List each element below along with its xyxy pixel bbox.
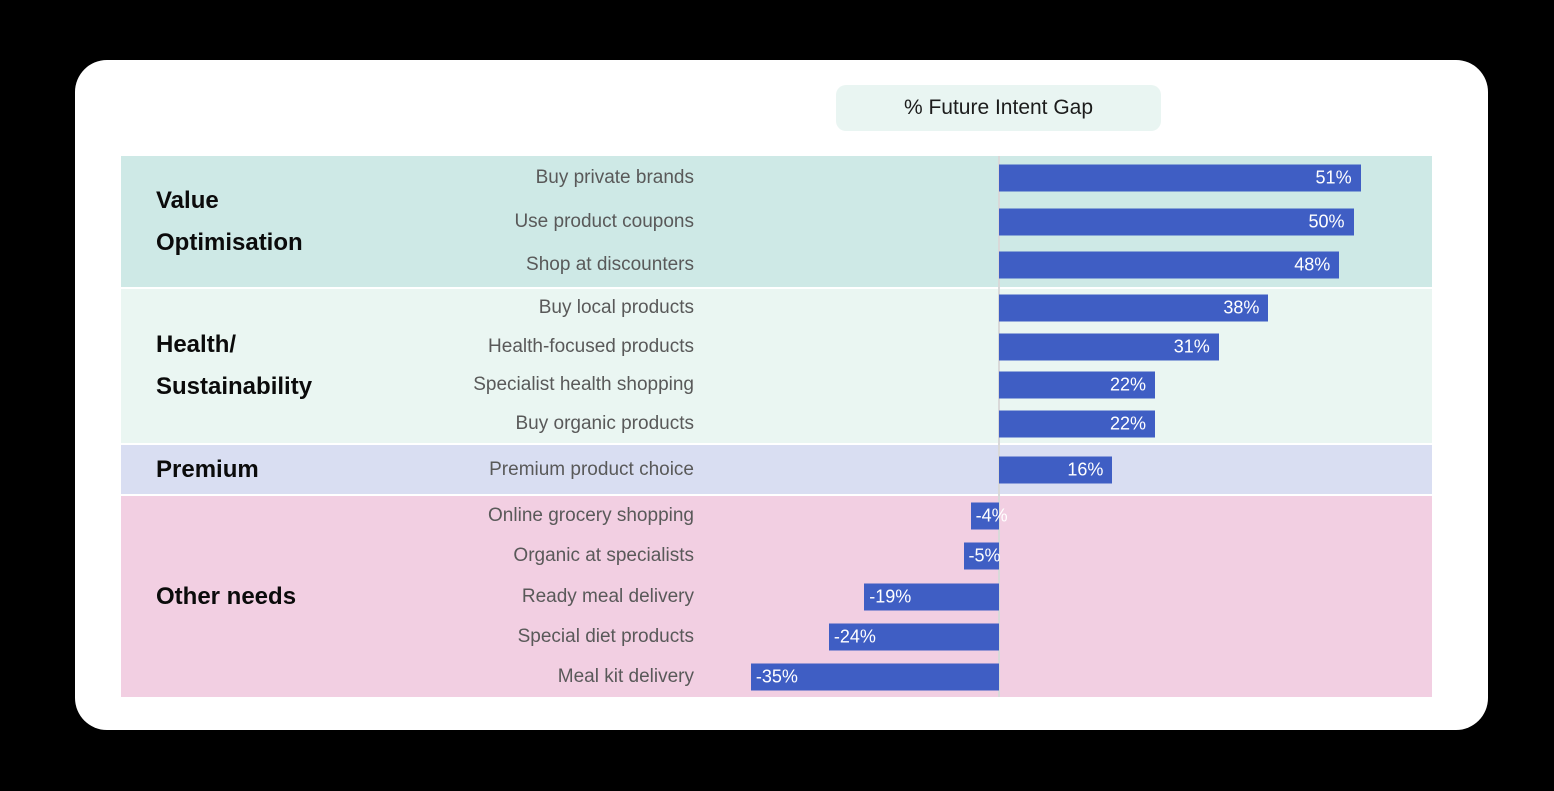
- bar-plot-area: -4%: [697, 496, 1432, 536]
- category-label-health-sustainability: Health/Sustainability: [121, 289, 421, 443]
- bar-value-label: 22%: [1109, 413, 1146, 434]
- item-label: Premium product choice: [489, 458, 694, 480]
- bar-row: Shop at discounters 48%: [421, 243, 1432, 287]
- category-label-line: Value: [156, 186, 219, 214]
- bar-value-label: 22%: [1109, 374, 1146, 395]
- bar-row: Online grocery shopping -4%: [421, 496, 1432, 536]
- bar-plot-area: 22%: [697, 405, 1432, 444]
- bar-plot-area: 51%: [697, 156, 1432, 200]
- bar-row: Premium product choice 16%: [421, 445, 1432, 494]
- section-rows: Buy local products 38% Health-focused prod…: [421, 289, 1432, 443]
- bar: 38%: [999, 294, 1269, 322]
- section-premium: Premium Premium product choice 16%: [121, 443, 1432, 494]
- chart-card: % Future Intent Gap Value Optimisation Buy…: [75, 60, 1488, 730]
- bar-plot-area: 48%: [697, 243, 1432, 287]
- bar-value-label: 48%: [1294, 254, 1331, 275]
- bar-value-label: -19%: [869, 586, 912, 606]
- category-label-line: Optimisation: [156, 228, 303, 256]
- bar: -4%: [970, 502, 1008, 530]
- bar-row: Ready meal delivery -19%: [421, 576, 1432, 616]
- category-label-line: Sustainability: [156, 373, 313, 400]
- item-label: Buy local products: [538, 297, 694, 319]
- bar: 22%: [999, 371, 1155, 399]
- item-label: Meal kit delivery: [557, 665, 694, 687]
- item-label: Ready meal delivery: [521, 585, 694, 607]
- bar: 31%: [999, 333, 1219, 361]
- item-label: Use product coupons: [514, 210, 694, 232]
- category-label-other-needs: Other needs: [121, 496, 421, 697]
- item-label: Shop at discounters: [526, 254, 694, 276]
- bar-value-label: 50%: [1308, 211, 1345, 231]
- section-rows: Buy private brands 51% Use product coupons…: [421, 156, 1432, 287]
- bar-plot-area: -5%: [697, 536, 1432, 576]
- category-label-value-optimisation: Value Optimisation: [121, 156, 421, 287]
- future-intent-gap-chart: Value Optimisation Buy private brands 51% Us…: [121, 156, 1432, 697]
- section-rows: Premium product choice 16%: [421, 445, 1432, 494]
- section-other-needs: Other needs Online grocery shopping -4% Org…: [121, 494, 1432, 697]
- bar-row: Buy organic products 22%: [421, 405, 1432, 444]
- bar-value-label: 51%: [1315, 167, 1352, 188]
- item-label: Specialist health shopping: [473, 374, 694, 396]
- section-health-sustainability: Health/Sustainability Buy local products 3…: [121, 287, 1432, 443]
- bar-plot-area: 31%: [697, 328, 1432, 367]
- bar-plot-area: 22%: [697, 366, 1432, 405]
- bar: -5%: [963, 542, 1001, 570]
- bar-row: Special diet products -24%: [421, 617, 1432, 657]
- bar: 50%: [999, 208, 1354, 235]
- bar-plot-area: 38%: [697, 289, 1432, 328]
- bar-plot-area: 50%: [697, 200, 1432, 244]
- bar-plot-area: 16%: [697, 445, 1432, 494]
- bar-plot-area: -35%: [697, 657, 1432, 697]
- category-label-line: Other needs: [156, 582, 297, 610]
- bar: -35%: [750, 663, 999, 691]
- bar-value-label: -4%: [975, 505, 1008, 526]
- category-label-line: Premium: [156, 455, 259, 483]
- bar-value-label: -5%: [968, 545, 1001, 566]
- section-value-optimisation: Value Optimisation Buy private brands 51% Us…: [121, 156, 1432, 287]
- bar-value-label: -35%: [755, 666, 798, 687]
- section-rows: Online grocery shopping -4% Organic at spe…: [421, 496, 1432, 697]
- chart-title: % Future Intent Gap: [903, 96, 1094, 119]
- bar-row: Meal kit delivery -35%: [421, 657, 1432, 697]
- bar: -24%: [828, 623, 999, 651]
- item-label: Online grocery shopping: [488, 505, 694, 527]
- bar-row: Buy local products 38%: [421, 289, 1432, 328]
- item-label: Special diet products: [517, 625, 694, 647]
- bar-plot-area: -24%: [697, 617, 1432, 657]
- bar-row: Use product coupons 50%: [421, 200, 1432, 244]
- bar-row: Specialist health shopping 22%: [421, 366, 1432, 405]
- item-label: Buy private brands: [535, 166, 694, 188]
- bar-value-label: 31%: [1173, 336, 1210, 357]
- bar-value-label: 16%: [1067, 459, 1104, 479]
- bar-plot-area: -19%: [697, 576, 1432, 616]
- bar: 48%: [999, 251, 1340, 279]
- bar: 16%: [999, 456, 1113, 483]
- bar-value-label: -24%: [833, 626, 876, 647]
- item-label: Health-focused products: [488, 335, 694, 357]
- bar-value-label: 38%: [1223, 297, 1260, 318]
- bar: 51%: [999, 164, 1361, 192]
- category-label-line: Health/: [156, 331, 237, 358]
- bar: -19%: [864, 583, 999, 610]
- chart-title-box: % Future Intent Gap: [836, 85, 1161, 131]
- item-label: Buy organic products: [515, 412, 695, 434]
- item-label: Organic at specialists: [513, 545, 694, 567]
- bar-row: Organic at specialists -5%: [421, 536, 1432, 576]
- bar: 22%: [999, 410, 1155, 438]
- bar-row: Health-focused products 31%: [421, 328, 1432, 367]
- category-label-premium: Premium: [121, 445, 421, 494]
- bar-row: Buy private brands 51%: [421, 156, 1432, 200]
